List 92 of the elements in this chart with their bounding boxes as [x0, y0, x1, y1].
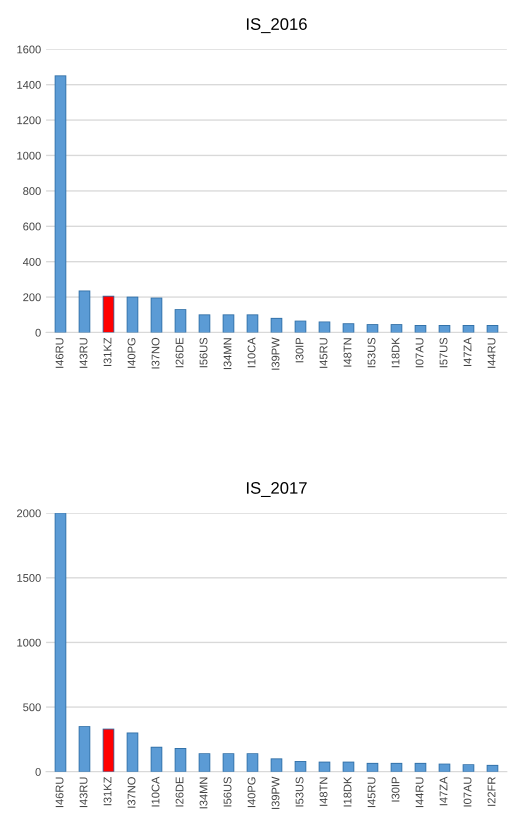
- bar: [318, 321, 330, 333]
- x-tick-label: I34MN: [224, 338, 232, 370]
- x-tick-label: I40PG: [128, 338, 136, 368]
- x-tick-label: I26DE: [176, 338, 184, 368]
- bar: [462, 325, 474, 333]
- x-tick-label: I30IP: [392, 777, 400, 802]
- bar: [366, 762, 378, 772]
- y-tick-label: 200: [23, 293, 41, 302]
- bar: [174, 748, 186, 772]
- bar: [78, 290, 90, 333]
- bar: [198, 314, 210, 333]
- y-tick-label: 500: [23, 703, 41, 712]
- bar: [366, 324, 378, 333]
- bar: [438, 764, 450, 772]
- bar: [462, 764, 474, 772]
- x-tick-label: I39PW: [272, 776, 280, 809]
- x-tick-label: I56US: [224, 777, 232, 806]
- bar: [198, 753, 210, 772]
- x-tick-label: I45RU: [368, 777, 376, 808]
- x-tick-label: I37NO: [152, 338, 160, 368]
- x-tick-label: I10CA: [248, 337, 256, 368]
- bar: [294, 760, 306, 772]
- chart-title: IS_2017: [246, 482, 307, 497]
- x-tick-label: I48TN: [320, 778, 328, 806]
- x-tick-label: I37NO: [128, 777, 136, 808]
- bar: [414, 325, 426, 333]
- bar: [54, 513, 66, 772]
- x-tick-label: I56US: [200, 338, 208, 368]
- bar: [246, 753, 258, 772]
- bar: [270, 758, 282, 772]
- x-tick-label: I45RU: [320, 338, 328, 368]
- y-tick-label: 400: [22, 258, 41, 266]
- x-tick-label: I22FR: [488, 777, 496, 806]
- bar: [414, 762, 426, 772]
- bar: [390, 324, 402, 333]
- bar: [222, 314, 234, 333]
- bar: [174, 309, 186, 333]
- x-tick-label: I18DK: [344, 776, 352, 806]
- bar: [102, 728, 114, 772]
- x-tick-label: I47ZA: [464, 337, 472, 366]
- bar: [150, 746, 162, 772]
- x-tick-label: I48TN: [344, 338, 352, 367]
- y-tick-label: 600: [23, 222, 41, 230]
- y-tick-label: 1400: [17, 80, 41, 89]
- x-tick-label: I53US: [368, 338, 376, 368]
- chart-title: IS_2016: [246, 18, 307, 34]
- y-tick-label: 2000: [17, 509, 41, 518]
- y-tick-label: 1000: [17, 152, 41, 160]
- y-tick-label: 1600: [17, 46, 41, 54]
- bar: [294, 320, 306, 333]
- bar: [126, 296, 138, 333]
- y-tick-label: 1500: [17, 574, 41, 582]
- y-tick-label: 800: [23, 187, 41, 196]
- y-tick-label: 0: [35, 768, 41, 776]
- x-tick-label: I31KZ: [104, 338, 112, 366]
- x-tick-label: I44RU: [488, 338, 496, 368]
- bar: [486, 325, 498, 333]
- bar: [126, 732, 138, 772]
- bar: [342, 323, 354, 333]
- bar: [222, 753, 234, 772]
- bar: [102, 296, 114, 333]
- x-tick-label: I07AU: [416, 338, 424, 368]
- x-tick-label: I44RU: [416, 777, 424, 808]
- x-tick-label: I46RU: [56, 338, 64, 368]
- bar: [54, 75, 66, 333]
- bar: [270, 318, 282, 333]
- x-tick-label: I18DK: [392, 337, 400, 368]
- bar: [438, 325, 450, 333]
- x-tick-label: I43RU: [80, 338, 88, 368]
- x-tick-label: I26DE: [176, 777, 184, 806]
- x-tick-label: I43RU: [80, 777, 88, 808]
- bar: [342, 762, 354, 772]
- x-tick-label: I30IP: [296, 338, 304, 362]
- y-tick-label: 0: [35, 328, 41, 337]
- x-tick-label: I39PW: [272, 337, 280, 370]
- x-tick-label: I40PG: [248, 777, 256, 808]
- bar: [318, 762, 330, 772]
- y-tick-label: 1200: [17, 116, 41, 124]
- x-tick-label: I47ZA: [440, 776, 448, 806]
- x-tick-label: I07AU: [464, 777, 472, 806]
- y-tick-label: 1000: [17, 638, 41, 647]
- x-tick-label: I53US: [296, 777, 304, 806]
- x-tick-label: I31KZ: [104, 776, 112, 806]
- bar: [390, 762, 402, 772]
- x-tick-label: I34MN: [200, 778, 208, 808]
- bar: [78, 726, 90, 772]
- bar: [486, 764, 498, 772]
- bar: [150, 298, 162, 333]
- x-tick-label: I57US: [440, 338, 448, 368]
- x-tick-label: I46RU: [56, 777, 64, 808]
- bar: [246, 314, 258, 333]
- x-tick-label: I10CA: [152, 776, 160, 806]
